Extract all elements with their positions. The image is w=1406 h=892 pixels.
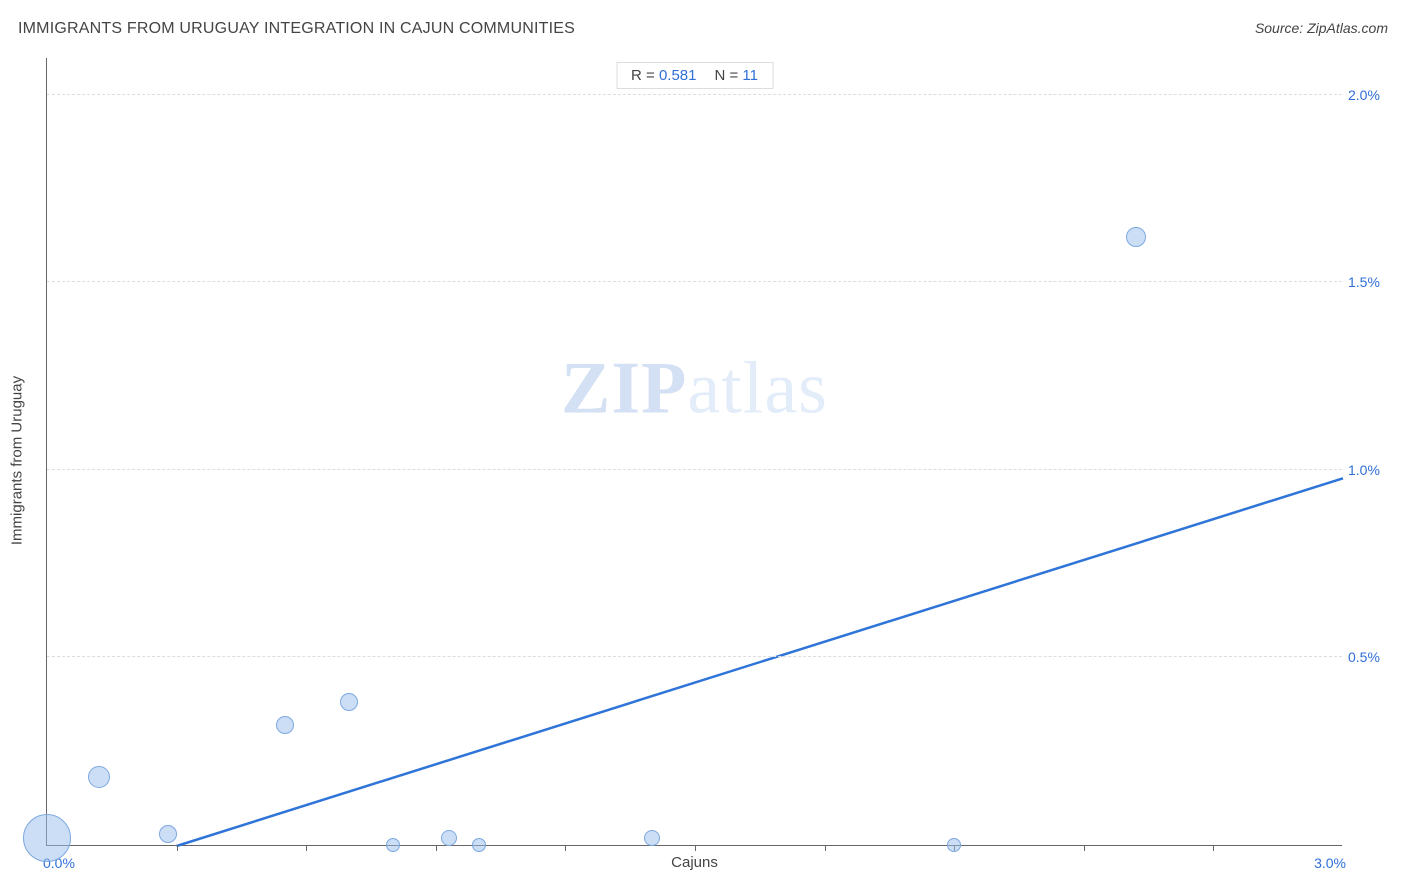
- watermark-atlas: atlas: [687, 347, 828, 429]
- data-point[interactable]: [441, 830, 457, 846]
- x-tick-mark: [1084, 845, 1085, 851]
- stat-n-value: 11: [742, 67, 758, 84]
- data-point[interactable]: [386, 838, 400, 852]
- stat-n: N = 11: [714, 67, 758, 84]
- chart-title: IMMIGRANTS FROM URUGUAY INTEGRATION IN C…: [18, 20, 1388, 38]
- y-axis-label: Immigrants from Uruguay: [9, 375, 26, 544]
- x-tick-mark: [436, 845, 437, 851]
- watermark: ZIPatlas: [561, 346, 828, 431]
- data-point[interactable]: [88, 766, 110, 788]
- source-attribution: Source: ZipAtlas.com: [1255, 20, 1388, 36]
- data-point[interactable]: [23, 814, 71, 862]
- gridline-horizontal: [47, 469, 1342, 470]
- x-tick-mark: [306, 845, 307, 851]
- chart-plot-area: ZIPatlas R = 0.581 N = 11 Immigrants fro…: [46, 58, 1342, 846]
- trendline: [47, 58, 1342, 845]
- data-point[interactable]: [947, 838, 961, 852]
- stat-r-label: R =: [631, 67, 655, 84]
- gridline-horizontal: [47, 656, 1342, 657]
- y-tick-label: 1.5%: [1348, 274, 1392, 290]
- stat-r-value: 0.581: [659, 67, 697, 84]
- y-tick-label: 1.0%: [1348, 462, 1392, 478]
- watermark-zip: ZIP: [561, 347, 687, 429]
- gridline-horizontal: [47, 281, 1342, 282]
- x-tick-mark: [565, 845, 566, 851]
- stat-n-label: N =: [714, 67, 738, 84]
- x-axis-label: Cajuns: [671, 854, 718, 871]
- x-tick-mark: [177, 845, 178, 851]
- data-point[interactable]: [159, 825, 177, 843]
- data-point[interactable]: [1126, 227, 1146, 247]
- x-tick-max: 3.0%: [1314, 855, 1346, 871]
- data-point[interactable]: [340, 693, 358, 711]
- x-tick-mark: [825, 845, 826, 851]
- gridline-horizontal: [47, 94, 1342, 95]
- y-tick-label: 2.0%: [1348, 87, 1392, 103]
- x-tick-mark: [695, 845, 696, 851]
- data-point[interactable]: [472, 838, 486, 852]
- x-tick-mark: [1213, 845, 1214, 851]
- data-point[interactable]: [276, 716, 294, 734]
- data-point[interactable]: [644, 830, 660, 846]
- y-tick-label: 0.5%: [1348, 649, 1392, 665]
- stats-box: R = 0.581 N = 11: [616, 62, 773, 89]
- stat-r: R = 0.581: [631, 67, 696, 84]
